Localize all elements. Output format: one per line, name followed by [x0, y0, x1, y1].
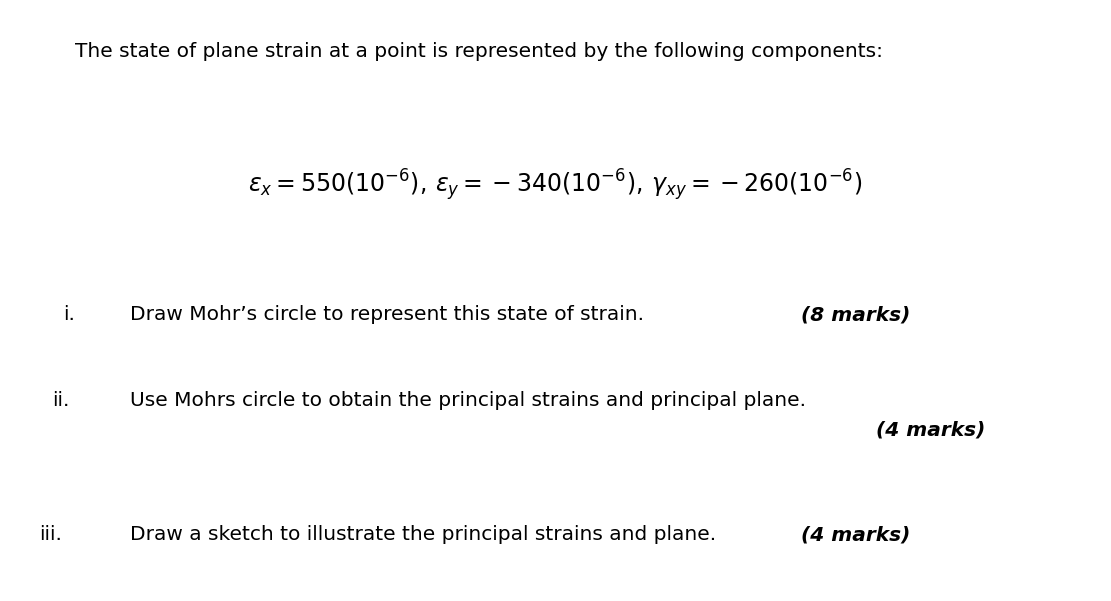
Text: (8 marks): (8 marks): [801, 305, 910, 325]
Text: Draw a sketch to illustrate the principal strains and plane.: Draw a sketch to illustrate the principa…: [130, 525, 717, 545]
Text: $\varepsilon_x = 550(10^{-6}),\, \varepsilon_y = -340(10^{-6}),\, \gamma_{xy} = : $\varepsilon_x = 550(10^{-6}),\, \vareps…: [248, 167, 862, 203]
Text: Use Mohrs circle to obtain the principal strains and principal plane.: Use Mohrs circle to obtain the principal…: [130, 391, 805, 409]
Text: iii.: iii.: [39, 525, 62, 545]
Text: ii.: ii.: [52, 391, 70, 409]
Text: (4 marks): (4 marks): [875, 421, 985, 439]
Text: The state of plane strain at a point is represented by the following components:: The state of plane strain at a point is …: [76, 42, 883, 61]
Text: (4 marks): (4 marks): [801, 525, 910, 545]
Text: Draw Mohr’s circle to represent this state of strain.: Draw Mohr’s circle to represent this sta…: [130, 305, 644, 325]
Text: i.: i.: [63, 305, 76, 325]
